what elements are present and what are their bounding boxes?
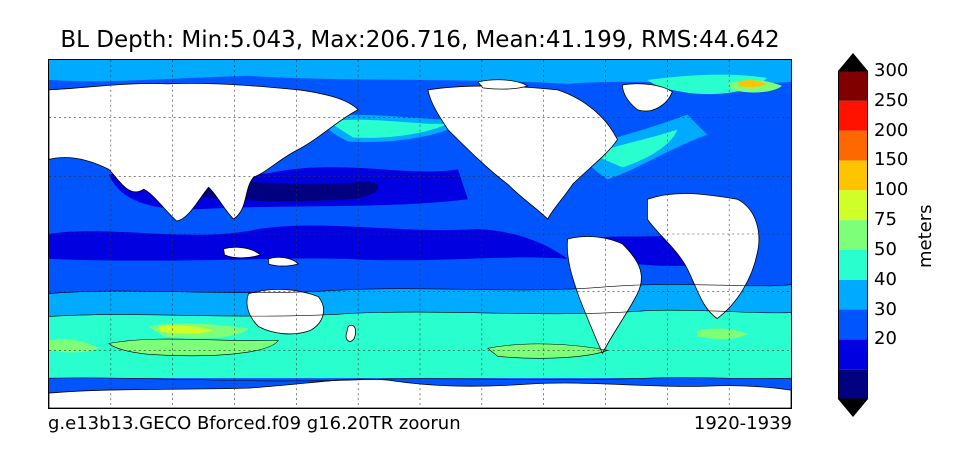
case-name-label: g.e13b13.GECO Bforced.f09 g16.20TR zooru… [48,413,461,434]
colorbar-segment [838,100,868,131]
south-america [566,236,642,355]
arctic-islands [477,79,529,90]
tropical-band-deep [49,225,568,261]
australia [246,289,324,335]
contour-lines [49,284,791,382]
graticule [49,60,791,408]
land [49,79,791,408]
colorbar-tick-label: 40 [874,268,897,290]
colorbar [838,53,868,417]
africa [646,193,760,320]
colorbar-tick-label: 20 [874,328,897,350]
south-atlantic-west-75 [49,339,99,353]
colorbar-segment [838,130,868,161]
colorbar-tick-label: 250 [874,89,909,111]
colorbar-tick-label: 50 [874,238,897,260]
colorbar-tick-label: 200 [874,119,909,141]
ocean-map [49,60,791,408]
indian-ocean-100 [158,325,214,334]
colorbar-tick-label: 300 [874,60,909,81]
colorbar-extend-min [838,399,868,417]
colorbar-tick-label: 150 [874,149,909,171]
north-america [427,85,618,220]
greenland [622,83,673,112]
southern-patch-75 [697,328,748,340]
colorbar-segment [838,249,868,280]
new-guinea [268,256,300,267]
colorbar-segment [838,369,868,399]
colorbar-segment [838,220,868,250]
colorbar-segment [838,309,868,340]
north-pacific-50 [328,119,448,138]
labrador-150 [737,80,768,88]
colorbar-segment [838,160,868,191]
colorbar-extend-max [838,53,868,71]
colorbar-segment [838,190,868,221]
colorbar-tick-label: 100 [874,179,909,201]
plot-title: BL Depth: Min:5.043, Max:206.716, Mean:4… [60,27,780,53]
south-pacific-75 [487,343,608,359]
colorbar-segment [838,339,868,370]
south-indian-75 [108,339,279,356]
north-atlantic-50 [592,129,678,168]
colorbar-segment [838,279,868,310]
colorbar-tick-label: 75 [874,209,897,231]
colorbar-units: meters [915,204,936,268]
period-label: 1920-1939 [693,413,792,434]
new-zealand [345,324,357,342]
colorbar-tick-label: 30 [874,298,897,320]
indonesia [223,246,262,259]
colorbar-segment [838,71,868,101]
eurasia [49,82,359,222]
map-panel [48,59,792,409]
colorbar-frame [838,70,868,400]
